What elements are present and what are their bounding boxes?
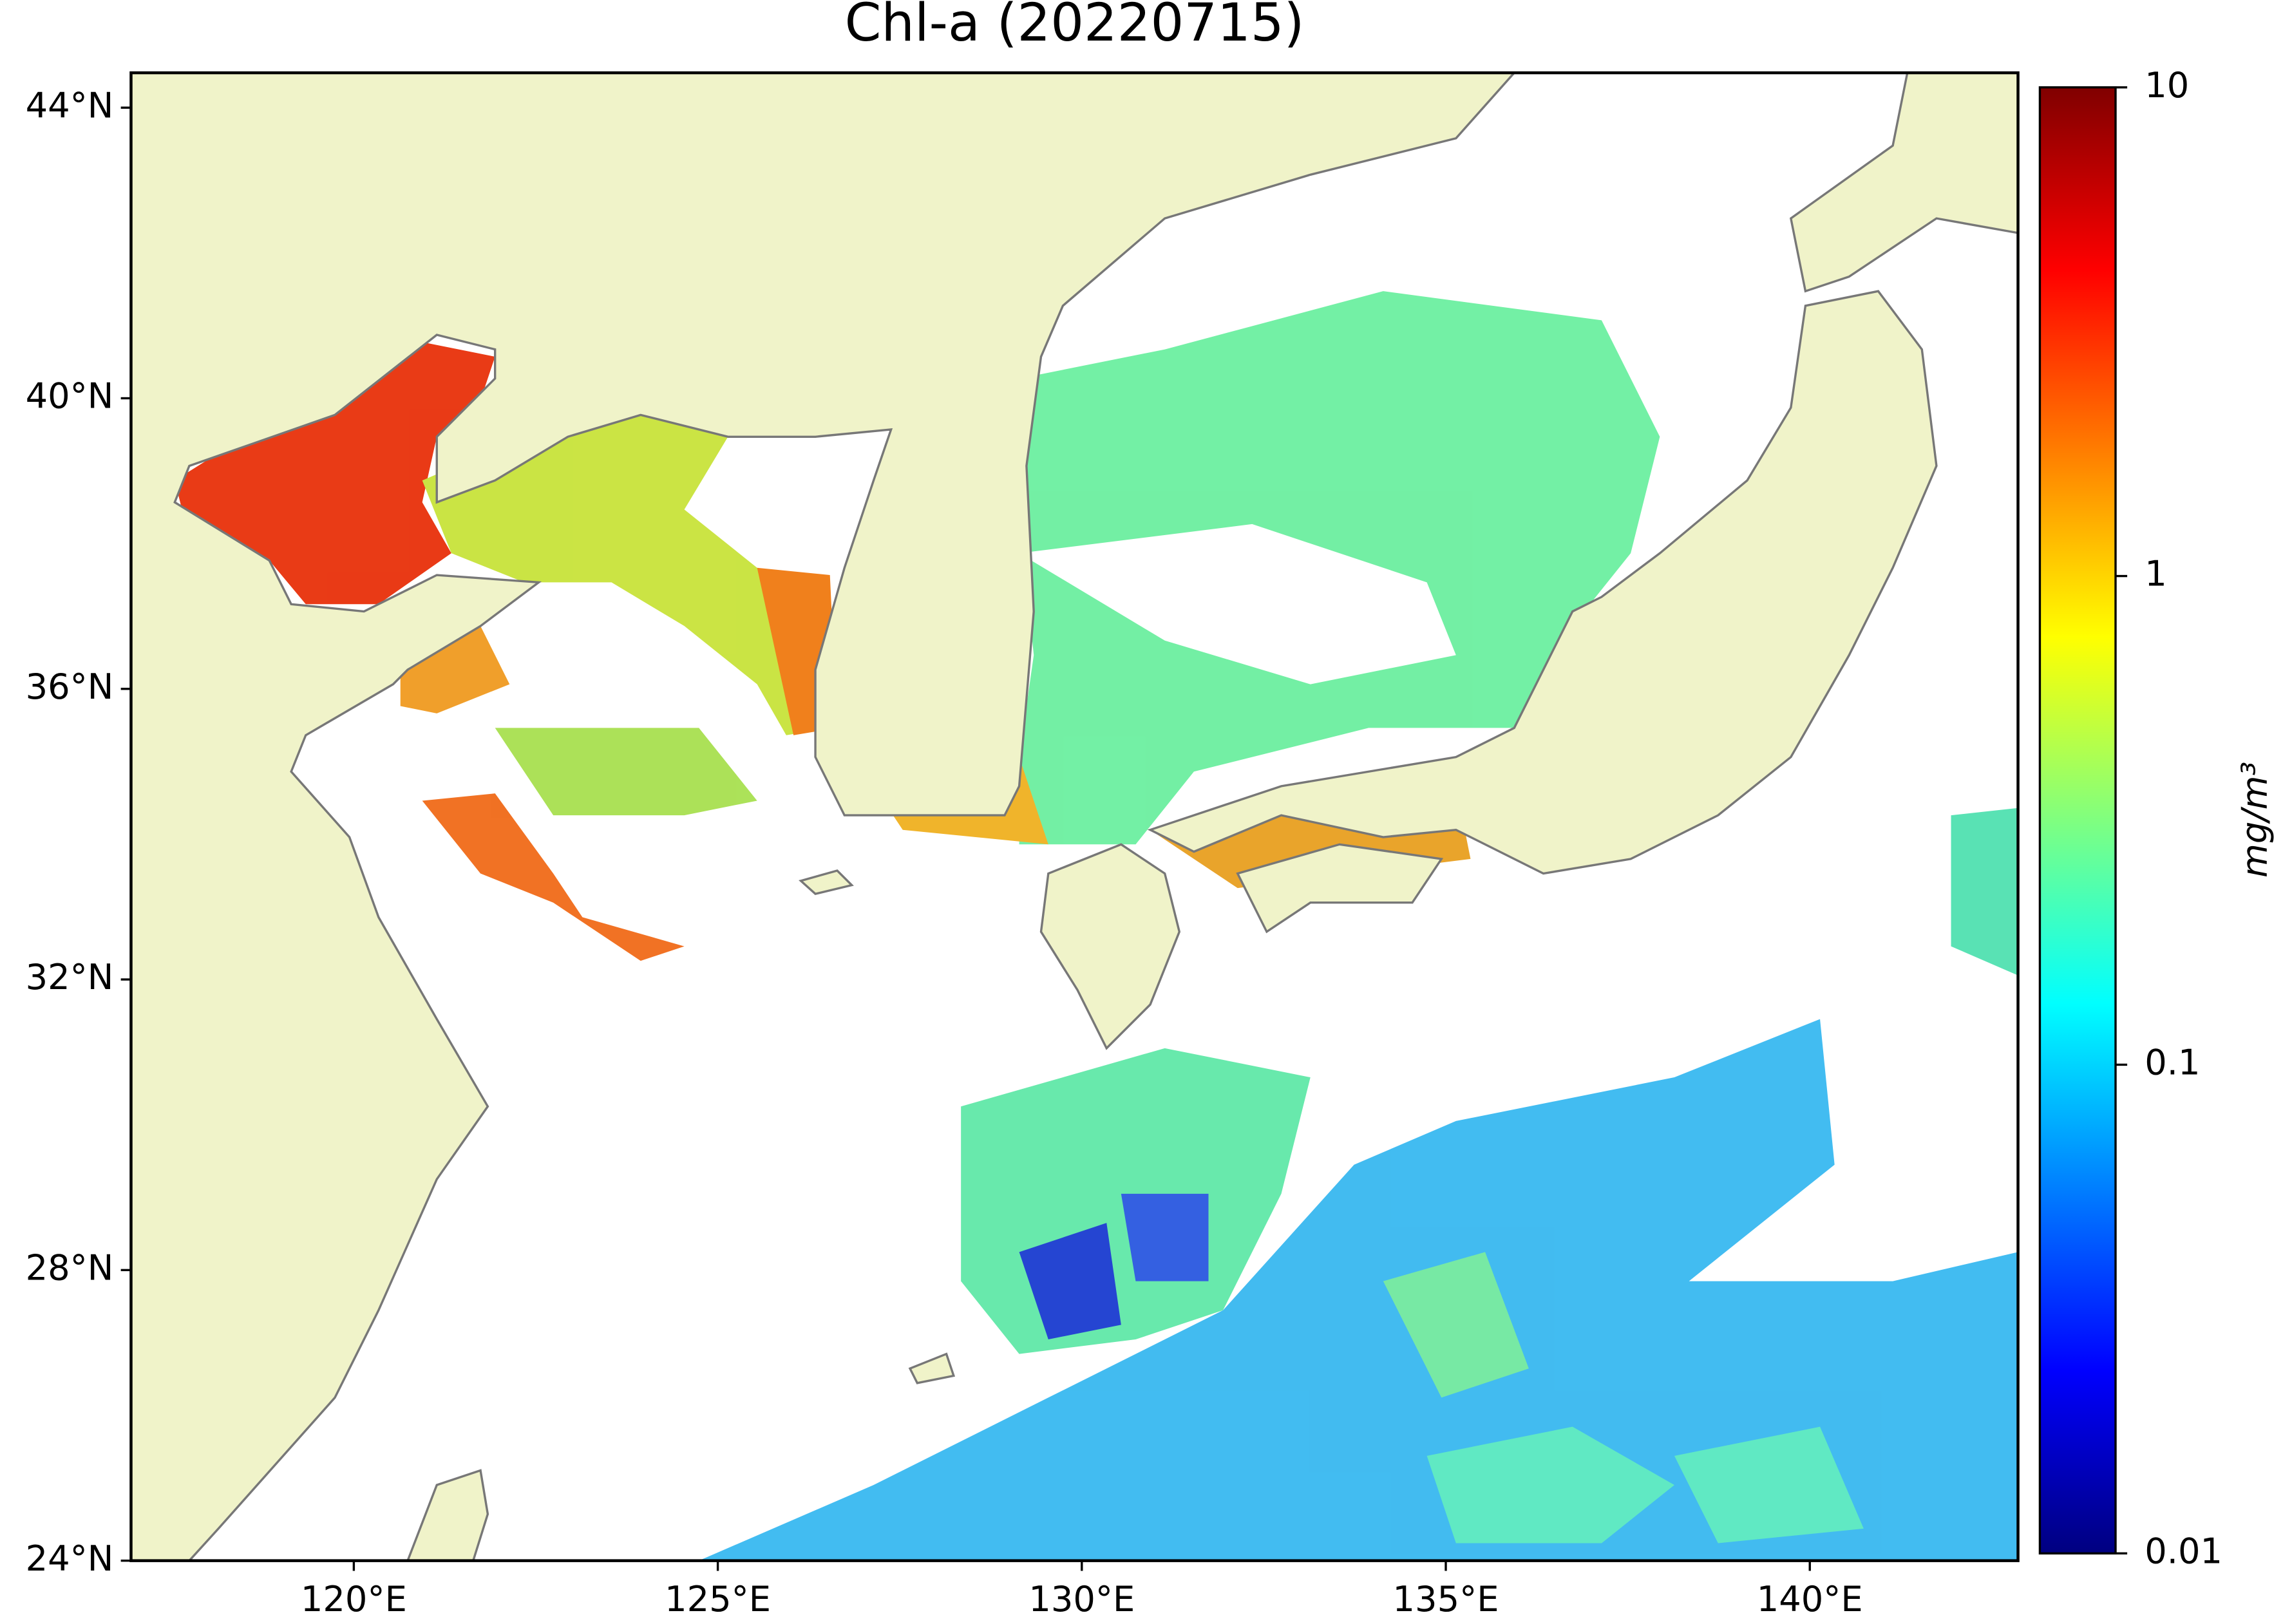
pacific-south bbox=[699, 1019, 2018, 1561]
ryukyu-island bbox=[908, 1352, 956, 1384]
cloud-gap bbox=[1019, 524, 1456, 685]
shandong-south bbox=[400, 626, 510, 713]
x-tick-label: 130°E bbox=[1028, 1579, 1135, 1619]
colorbar-tick-label: 1 bbox=[2145, 554, 2167, 594]
yellow-sea-mid bbox=[495, 728, 757, 816]
colorbar-label: mg/m³ bbox=[2234, 762, 2275, 878]
y-tick-label: 32°N bbox=[26, 957, 114, 997]
colorbar bbox=[2038, 86, 2117, 1555]
y-tick-label: 24°N bbox=[26, 1538, 114, 1579]
y-tick-label: 40°N bbox=[26, 376, 114, 417]
x-tick-label: 120°E bbox=[301, 1579, 407, 1619]
eddy bbox=[1426, 1426, 1674, 1544]
x-tick-label: 140°E bbox=[1757, 1579, 1863, 1619]
kyushu bbox=[1039, 843, 1181, 1050]
map-title: Chl-a (20220715) bbox=[845, 0, 1305, 53]
yellow-sea-north bbox=[422, 415, 830, 735]
y-tick-label: 28°N bbox=[26, 1247, 114, 1288]
honshu bbox=[1147, 290, 1938, 875]
y-tick-label: 44°N bbox=[26, 85, 114, 126]
shikoku bbox=[1236, 843, 1444, 934]
y-tick-label: 36°N bbox=[26, 666, 114, 707]
chlorophyll-field bbox=[175, 291, 2018, 1561]
jiangsu-shoal bbox=[422, 793, 685, 961]
x-tick-label: 135°E bbox=[1393, 1579, 1499, 1619]
map-frame bbox=[129, 71, 2020, 1562]
eddy bbox=[1674, 1426, 1864, 1544]
low-chl-patch bbox=[1121, 1193, 1209, 1281]
map-area bbox=[129, 71, 2020, 1562]
eddy bbox=[1383, 1252, 1529, 1398]
colorbar-tick-label: 0.1 bbox=[2145, 1043, 2200, 1083]
jeju bbox=[799, 869, 854, 896]
bohai-high bbox=[175, 342, 495, 605]
pacific-east bbox=[1951, 807, 2018, 976]
low-chl-patch bbox=[1019, 1223, 1121, 1339]
colorbar-tick-label: 10 bbox=[2145, 65, 2189, 106]
land bbox=[129, 71, 2020, 1562]
x-tick-label: 125°E bbox=[665, 1579, 771, 1619]
asia-mainland bbox=[129, 71, 1517, 1562]
colorbar-tick-label: 0.01 bbox=[2145, 1531, 2222, 1571]
